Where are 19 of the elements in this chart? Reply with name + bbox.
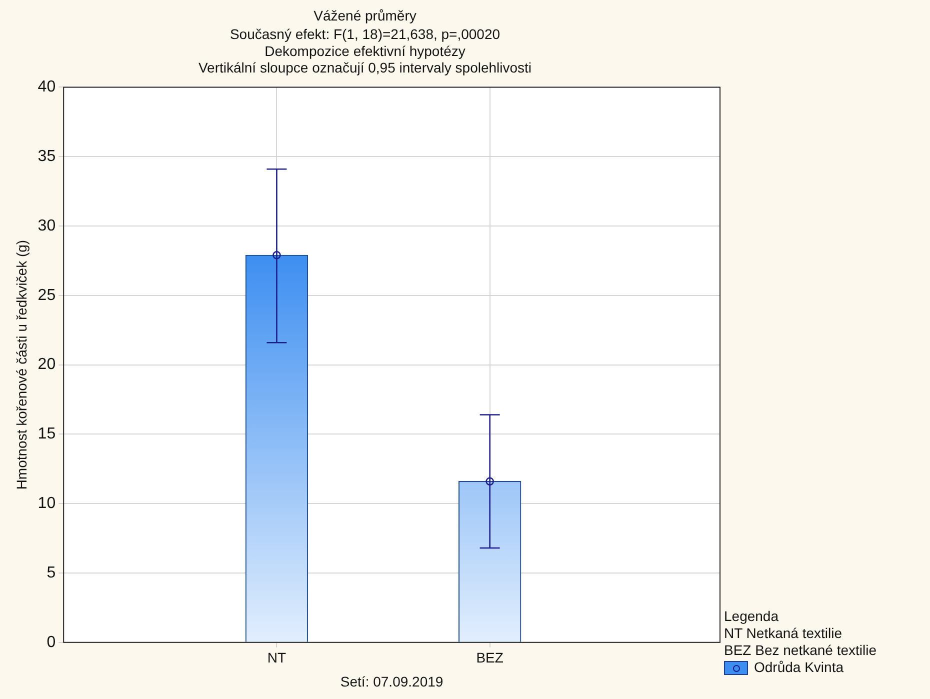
text: NT Netkaná textilie <box>724 625 844 642</box>
chart-subtitle: Současný efekt: F(1, 18)=21,638, p=,00020 Dekompozice efektivní hypotézy Vertikální sloupce označují 0,95 intervaly spolehlivosti <box>198 26 532 76</box>
y-tick-label: 0 <box>46 634 56 651</box>
y-axis-title: Hmotnost kořenové části u ředkviček (g) <box>13 240 30 490</box>
legend-title: Legenda <box>724 608 780 625</box>
y-tick-label: 40 <box>38 78 56 96</box>
text: BEZ Bez netkané textilie <box>724 642 877 659</box>
x-tick-label: NT <box>267 650 286 666</box>
legend-label: Odrůda Kvinta <box>754 659 844 675</box>
chart-title: Vážené průměry <box>314 7 416 24</box>
y-tick-label: 35 <box>38 148 56 166</box>
x-axis-title: Setí: 07.09.2019 <box>340 673 444 690</box>
y-tick-label: 10 <box>38 495 56 512</box>
y-tick-label: 5 <box>46 564 56 582</box>
y-tick-label: 25 <box>38 286 56 304</box>
x-tick-label: BEZ <box>476 650 504 666</box>
y-tick-label: 30 <box>38 217 56 234</box>
y-tick-label: 15 <box>38 426 56 443</box>
y-tick-label: 20 <box>38 356 56 374</box>
